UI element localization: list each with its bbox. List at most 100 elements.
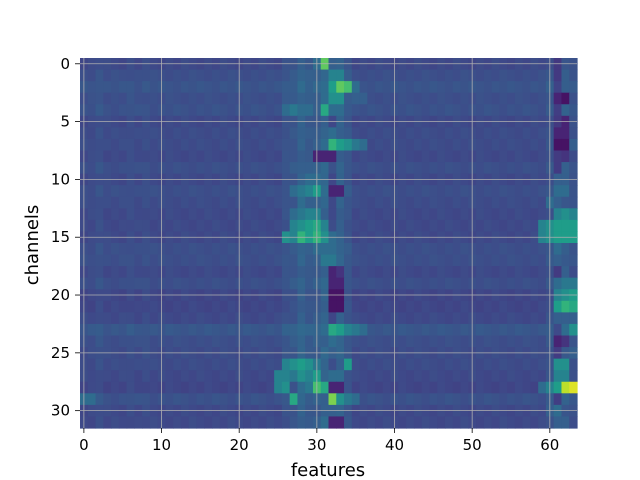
heatmap-cell [553,127,563,140]
heatmap-cell [103,358,112,371]
heatmap-cell [444,323,454,337]
y-tick-label: 25 [51,344,70,362]
heatmap-cell [196,266,205,279]
heatmap-cell [413,254,423,267]
heatmap-cell [204,312,213,325]
heatmap-cell [359,358,368,371]
heatmap-cell [188,81,198,94]
heatmap-cell [344,81,353,94]
y-tick-label: 30 [51,402,70,420]
heatmap-cell [111,92,120,105]
heatmap-cell [491,92,500,105]
heatmap-cell [437,277,446,290]
heatmap-cell [196,81,205,94]
heatmap-cell [460,69,469,82]
heatmap-cell [476,92,485,105]
heatmap-cell [538,358,547,371]
heatmap-cell [421,416,431,429]
heatmap-cell [320,208,330,221]
heatmap-cell [328,150,337,163]
heatmap-cell [561,162,570,175]
heatmap-cell [406,358,415,371]
heatmap-cell [553,254,563,267]
heatmap-cell [507,393,516,406]
heatmap-cell [375,104,384,117]
heatmap-cell [507,381,516,394]
heatmap-cell [553,300,563,313]
heatmap-cell [328,323,337,337]
heatmap-cell [250,254,260,267]
heatmap-cell [553,266,563,279]
heatmap-cell [452,104,462,117]
heatmap-cell [289,92,299,105]
heatmap-cell [212,243,221,256]
heatmap-cell [149,138,159,152]
heatmap-cell [507,150,516,163]
heatmap-cell [351,92,361,105]
heatmap-cell [351,219,361,233]
heatmap-cell [180,208,190,221]
heatmap-cell [274,416,283,429]
heatmap-cell [553,150,563,163]
heatmap-cell [452,323,462,337]
heatmap-cell [149,219,159,233]
heatmap-cell [118,393,128,406]
heatmap-cell [522,254,532,267]
heatmap-cell [103,219,112,233]
heatmap-cell [188,219,198,233]
heatmap-cell [196,127,205,140]
heatmap-cell [429,300,438,313]
heatmap-cell [196,219,205,233]
heatmap-cell [507,323,516,337]
heatmap-cell [522,243,532,256]
heatmap-cell [149,266,159,279]
heatmap-cell [460,150,469,163]
heatmap-cell [336,370,345,383]
heatmap-cell [569,196,578,209]
heatmap-cell [227,127,236,140]
heatmap-cell [344,358,353,371]
heatmap-cell [281,416,291,429]
heatmap-cell [351,162,361,175]
heatmap-cell [367,150,376,163]
heatmap-cell [569,323,578,337]
heatmap-cell [87,312,97,325]
heatmap-cell [382,138,392,152]
heatmap-cell [149,358,159,371]
heatmap-cell [336,393,345,406]
heatmap-cell [165,92,174,105]
heatmap-cell [212,335,221,348]
heatmap-cell [553,312,563,325]
heatmap-cell [569,243,578,256]
heatmap-cell [344,254,353,267]
heatmap-cell [118,150,128,163]
heatmap-cell [126,196,135,209]
heatmap-cell [413,300,423,313]
heatmap-cell [305,69,314,82]
heatmap-cell [281,150,291,163]
heatmap-cell [359,81,368,94]
heatmap-cell [429,254,438,267]
heatmap-cell [460,243,469,256]
heatmap-cell [118,370,128,383]
heatmap-cell [514,370,524,383]
heatmap-cell [204,138,213,152]
heatmap-cell [382,81,392,94]
heatmap-cell [126,185,135,198]
heatmap-cell [413,243,423,256]
heatmap-cell [398,416,407,429]
heatmap-cell [437,185,446,198]
heatmap-cell [274,92,283,105]
heatmap-cell [243,162,252,175]
y-tick-label: 5 [60,113,70,131]
heatmap-cell [250,162,260,175]
heatmap-cell [250,312,260,325]
heatmap-cell [118,381,128,394]
heatmap-cell [569,416,578,429]
heatmap-cell [429,150,438,163]
heatmap-cell [118,92,128,105]
heatmap-cell [398,358,407,371]
heatmap-cell [538,381,547,394]
heatmap-cell [118,277,128,290]
heatmap-cell [111,208,120,221]
